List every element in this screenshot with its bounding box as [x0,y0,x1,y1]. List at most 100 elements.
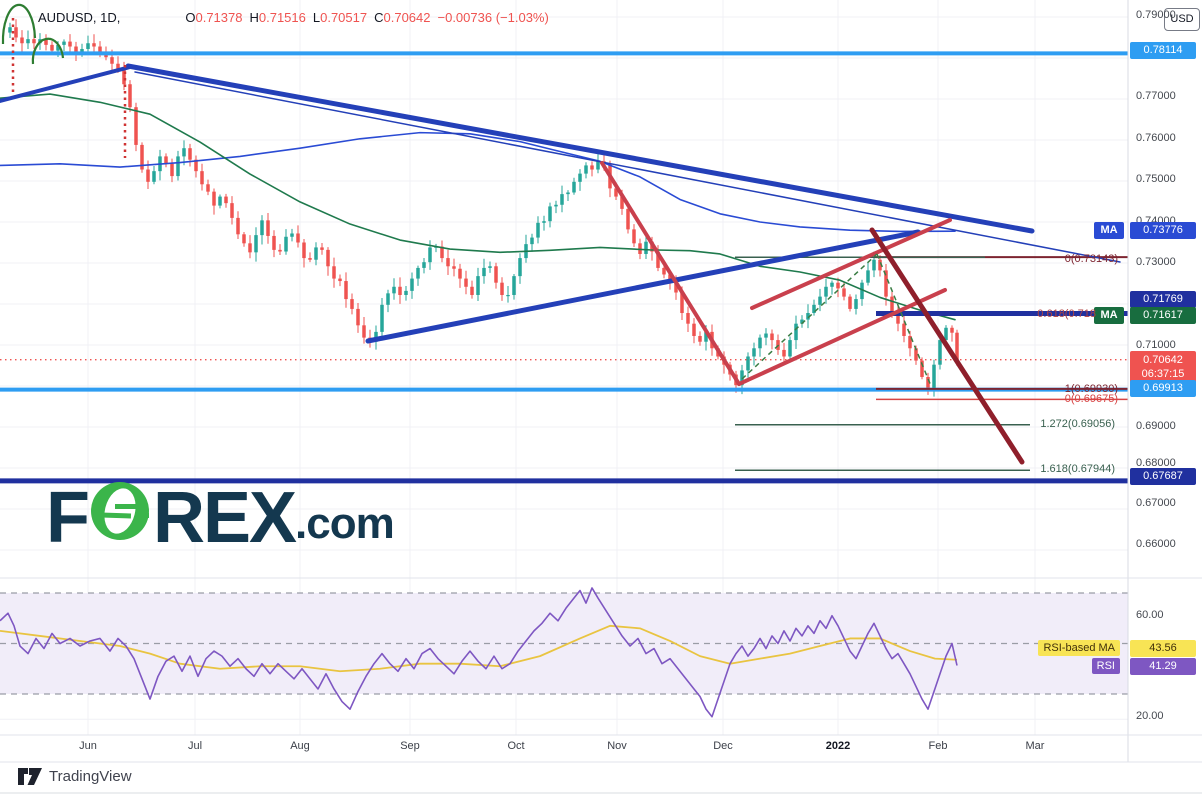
time-axis-month-label[interactable]: Sep [400,740,420,752]
candle-body [848,296,852,309]
candle-body [404,290,408,295]
rising-wedge-support[interactable] [365,229,921,344]
candle-body [398,286,402,295]
candle-body [818,296,822,305]
candle-body [830,282,834,287]
candle-body [656,251,660,268]
candle-body [938,340,942,365]
candle-body [812,304,816,314]
arc-annotation[interactable] [31,37,65,65]
ma-badge: MA [1094,307,1124,324]
level-label-0.67687: 0.67687 [1130,468,1196,485]
price-tick-label: 0.73000 [1136,256,1176,268]
candle-body [254,235,258,253]
rsi-value-label: 41.29 [1130,658,1196,675]
rsi-ma-line [0,624,958,673]
candle-body [20,37,24,44]
open-label: O [185,10,196,25]
candle-body [182,148,186,157]
time-axis-month-label[interactable]: Oct [507,740,525,752]
candle-body [152,171,156,182]
high-value: 0.71516 [258,10,306,25]
candle-body [332,266,336,279]
candle-body [416,267,420,279]
left-rising-trendline[interactable] [0,65,132,103]
candle-body [200,171,204,185]
candle-body [626,208,630,230]
fib-level-label: 0.618(0.718 [1037,308,1096,320]
candle-body [866,270,870,283]
candle-body [314,247,318,260]
price-tick-label: 0.75000 [1136,173,1176,185]
candle-body [32,39,36,44]
candle-body [806,313,810,320]
time-axis-month-label[interactable]: Jul [187,740,203,752]
bear-flag-upper-line[interactable] [750,218,952,310]
price-tick-label: 0.66000 [1136,538,1176,550]
price-tick-label: 0.77000 [1136,90,1176,102]
candle-body [680,292,684,314]
candle-body [596,161,600,170]
candle-body [428,247,432,263]
fib-level-label: 0(0.69675) [1064,393,1118,405]
candle-body [140,144,144,170]
candle-body [764,333,768,338]
candle-body [44,39,48,45]
watermark-f: F [46,478,90,558]
close-value: 0.70642 [383,10,431,25]
rsi-name-chip: RSI [1091,658,1120,674]
currency-toggle-button[interactable]: USD [1164,8,1200,31]
candle-body [476,276,480,295]
candle-body [770,333,774,341]
time-axis-month-label[interactable]: 2022 [825,740,851,752]
time-axis-month-label[interactable]: Feb [928,740,948,752]
november-decline-line[interactable] [600,161,741,386]
candle-body [950,327,954,333]
candle-body [896,313,900,324]
candle-body [704,331,708,342]
candle-body [914,348,918,361]
candle-body [350,299,354,309]
arc-annotation[interactable] [1,3,37,45]
candle-body [560,194,564,205]
candle-body [110,57,114,64]
tradingview-logo[interactable]: TradingView [18,768,132,785]
low-value: 0.70517 [320,10,368,25]
candle-body [278,249,282,252]
candle-body [878,259,882,271]
pattern-dashed-line[interactable] [876,253,932,387]
candle-body [260,220,264,236]
major-descending-trendline[interactable] [125,63,1035,234]
candle-body [380,304,384,332]
rsi-ma-name-chip: RSI-based MA [1038,640,1120,656]
candle-body [26,39,30,44]
breakdown-projection-line[interactable] [869,227,1025,465]
symbol-title[interactable]: AUDUSD, 1D, [38,10,121,25]
candle-body [446,258,450,267]
candle-body [884,270,888,297]
price-tick-label: 0.69000 [1136,420,1176,432]
candle-body [230,203,234,218]
pattern-dashed-line[interactable] [741,253,878,380]
bear-flag-lower-line[interactable] [737,288,947,386]
forex-o-logo-icon [89,480,151,547]
time-axis-month-label[interactable]: Aug [290,740,310,752]
time-axis-month-label[interactable]: Nov [607,740,627,752]
open-value: 0.71378 [195,10,243,25]
candle-body [422,262,426,268]
candle-body [284,236,288,252]
time-axis-month-label[interactable]: Dec [713,740,733,752]
descending-trendline-thin[interactable] [134,71,1121,263]
last-price-label: 0.70642 06:37:15 [1130,351,1196,383]
time-axis-month-label[interactable]: Mar [1025,740,1045,752]
candle-body [92,43,96,47]
candle-body [572,181,576,193]
fib-level-label: 1.618(0.67944) [1040,463,1115,475]
close-label: C [374,10,384,25]
candle-body [386,293,390,305]
candle-body [290,233,294,237]
candle-body [662,267,666,275]
rsi-pane [0,587,1128,718]
time-axis-month-label[interactable]: Jun [79,740,97,752]
candle-body [566,192,570,195]
